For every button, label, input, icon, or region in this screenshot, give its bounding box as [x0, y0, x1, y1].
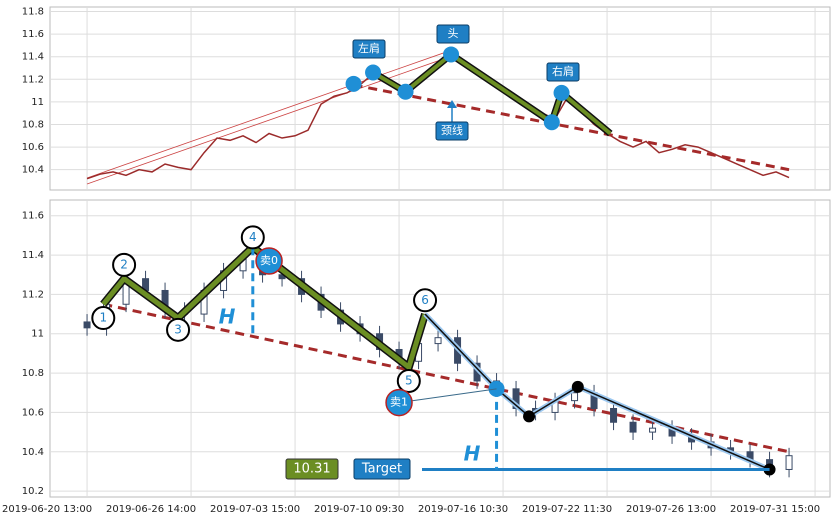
annotation-label: 右肩 — [552, 64, 574, 78]
target-label: Target — [361, 462, 402, 477]
y-tick-label: 11.2 — [22, 74, 44, 85]
label-box — [436, 24, 470, 44]
neckline — [102, 302, 790, 454]
target-value-box — [285, 458, 339, 480]
x-tick-label: 2019-07-31 15:00 — [730, 504, 820, 515]
trail-point — [523, 410, 536, 423]
marker — [240, 225, 265, 250]
channel-line — [86, 55, 452, 185]
marker — [166, 317, 191, 342]
label-box — [435, 121, 469, 141]
marker-label: 6 — [421, 293, 429, 307]
sell-marker — [385, 388, 413, 417]
annotation-label: 左肩 — [358, 41, 380, 55]
candle-body — [610, 407, 618, 423]
pattern-line — [101, 243, 428, 372]
candle-body — [785, 455, 793, 470]
y-tick-label: 10.6 — [22, 407, 44, 418]
y-tick-label: 10.2 — [22, 486, 44, 497]
x-tick-label: 2019-06-20 13:00 — [2, 504, 92, 515]
candle-body — [83, 321, 91, 329]
sell-marker — [255, 247, 283, 275]
trail-point — [571, 380, 584, 393]
pattern-point — [345, 75, 362, 92]
pattern-point — [543, 114, 560, 131]
y-tick-label: 11.4 — [22, 52, 44, 63]
marker — [112, 252, 137, 277]
sell-label: 卖0 — [260, 254, 278, 267]
plot-area — [49, 199, 831, 498]
marker-label: 2 — [120, 257, 128, 271]
y-tick-label: 11.6 — [22, 211, 44, 222]
pattern-point — [443, 46, 460, 63]
y-tick-label: 10.4 — [22, 447, 44, 458]
height-label: H — [464, 442, 481, 466]
candle-body — [434, 337, 442, 345]
y-tick-label: 11.2 — [22, 289, 44, 300]
candle-body — [649, 427, 657, 433]
x-tick-label: 2019-07-10 09:30 — [314, 504, 404, 515]
pattern-point — [553, 84, 570, 101]
y-tick-label: 11.4 — [22, 250, 44, 261]
x-tick-label: 2019-07-16 10:30 — [418, 504, 508, 515]
marker-label: 5 — [405, 373, 413, 387]
candle-body — [629, 421, 637, 433]
label-box — [352, 39, 386, 59]
y-tick-label: 10.8 — [22, 119, 44, 130]
y-tick-label: 10.8 — [22, 368, 44, 379]
y-tick-label: 10.6 — [22, 142, 44, 153]
marker-label: 1 — [99, 311, 107, 325]
target-value: 10.31 — [293, 462, 330, 477]
y-tick-label: 11.8 — [22, 7, 44, 18]
channel-line — [86, 49, 452, 179]
annotation-label: 颈线 — [441, 123, 463, 137]
target-box — [353, 458, 411, 480]
pattern-point — [397, 83, 414, 100]
x-tick-label: 2019-06-26 14:00 — [106, 504, 196, 515]
sell-label: 卖1 — [390, 396, 408, 409]
y-tick-label: 11 — [31, 97, 44, 108]
label-box — [546, 62, 580, 82]
pattern-point — [365, 64, 382, 81]
marker-label: 3 — [174, 322, 182, 336]
annotation-label: 头 — [448, 27, 459, 40]
arrow-head — [447, 100, 457, 108]
marker — [413, 288, 438, 313]
sell-link — [398, 388, 497, 404]
y-tick-label: 10.4 — [22, 165, 44, 176]
marker — [91, 306, 116, 331]
y-tick-label: 11.6 — [22, 29, 44, 40]
height-label: H — [219, 305, 236, 329]
x-tick-label: 2019-07-03 15:00 — [210, 504, 300, 515]
x-tick-label: 2019-07-26 13:00 — [626, 504, 716, 515]
y-tick-label: 11 — [31, 329, 44, 340]
x-tick-label: 2019-07-22 11:30 — [522, 504, 612, 515]
candle-body — [571, 392, 579, 402]
marker — [396, 368, 421, 393]
marker-label: 4 — [249, 230, 257, 244]
